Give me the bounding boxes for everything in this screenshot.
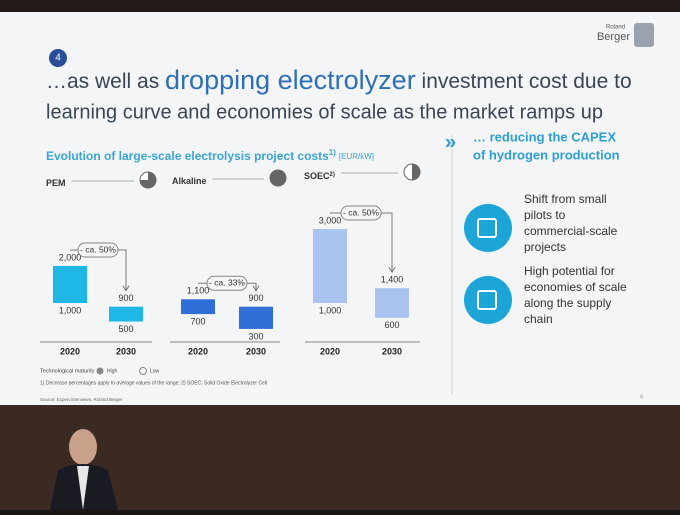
legend-label: Technological maturity [40,368,95,374]
high-label: 900 [248,293,263,303]
superscript: 2) [330,172,335,178]
item-text: Shift from small [524,192,607,206]
range-bar [375,288,409,318]
high-label: 1,400 [381,275,404,285]
low-label: 700 [190,316,205,326]
source: Source: Expert interviews, Roland Berger [40,397,123,402]
item-icon [464,276,512,324]
high-label: 3,000 [319,215,342,225]
slide-number: 4 [55,53,61,64]
item-text: High potential for [524,264,615,278]
item-icon [464,204,512,252]
item-text: economies of scale [524,280,627,294]
headline-text: investment cost due to [416,70,632,93]
reduction-box [340,205,382,221]
reduction-box [77,242,119,258]
low-label: 1,000 [59,305,82,315]
headline-line2: learning curve and economies of scale as… [46,101,603,123]
logo-mark [634,23,654,47]
chart-title-text: Evolution of large-scale electrolysis pr… [46,149,329,163]
page-number: 9 [640,394,643,400]
maturity-fill [412,164,420,180]
reduction-label: - ca. 50% [343,207,379,217]
slide [0,12,680,405]
superscript: 1) [329,148,336,157]
cost-chart: PEM 2,000 1,000 2020 900 500 2030 - ca. 50% Alka… [40,163,421,356]
item-text: pilots to [524,208,566,222]
high-label: 2,000 [59,252,82,262]
item-text: projects [524,240,566,254]
item-icon-glyph [477,290,497,310]
reduction-box [206,275,248,291]
item-text: along the supply [524,296,611,310]
logo-text: Berger [597,31,630,43]
legend-high-icon [96,367,104,375]
year-label: 2020 [320,346,340,356]
low-label: 600 [384,320,399,330]
technology-name-text: PEM [46,178,66,188]
reduction-label: - ca. 50% [80,244,116,254]
year-label: 2030 [382,346,402,356]
slide-number-badge [49,49,67,67]
high-label: 900 [118,293,133,303]
chevron-icon: » [445,131,456,153]
low-label: 1,000 [319,305,342,315]
range-bar [313,229,347,303]
legend-low: Low [150,368,160,374]
range-bar [181,299,215,315]
range-bar [239,306,273,329]
maturity-fill [140,172,156,188]
technology-name: SOEC2) [304,171,335,181]
logo-small: Roland [606,25,625,31]
low-label: 500 [118,324,133,334]
year-label: 2020 [188,346,208,356]
footnote: 1) Decrease percentages apply to average… [40,380,267,386]
high-label: 1,100 [187,286,210,296]
headline-highlight: dropping electrolyzer [165,65,416,95]
year-label: 2030 [246,346,266,356]
technology-name-text: Alkaline [172,176,207,186]
legend-low-icon [139,367,147,375]
year-label: 2020 [60,346,80,356]
range-bar [109,306,143,322]
sidebar-title: … reducing the CAPEX [473,129,616,144]
headline-text: …as well as [46,70,165,93]
headline-line1: …as well as dropping electrolyzer invest… [46,65,632,95]
year-label: 2030 [116,346,136,356]
item-text: chain [524,312,553,326]
low-label: 300 [248,331,263,341]
maturity-fill [270,170,286,186]
range-bar [53,266,87,303]
sidebar: … reducing the CAPEX of hydrogen producti… [464,129,627,326]
legend-high: High [107,368,118,374]
technology-name-text: SOEC [304,171,330,181]
item-text: commercial-scale [524,224,618,238]
reduction-label: - ca. 33% [209,278,245,288]
item-icon-glyph [477,218,497,238]
arrow-head [388,266,396,274]
technology-name: PEM [46,178,66,188]
chart-title: Evolution of large-scale electrolysis pr… [46,148,374,163]
chart-unit: [EUR/kW] [339,152,374,161]
sidebar-title: of hydrogen production [473,147,620,162]
arrow-head [252,285,260,292]
arrow-head [122,285,130,292]
speaker [50,429,118,510]
technology-name: Alkaline [172,176,207,186]
